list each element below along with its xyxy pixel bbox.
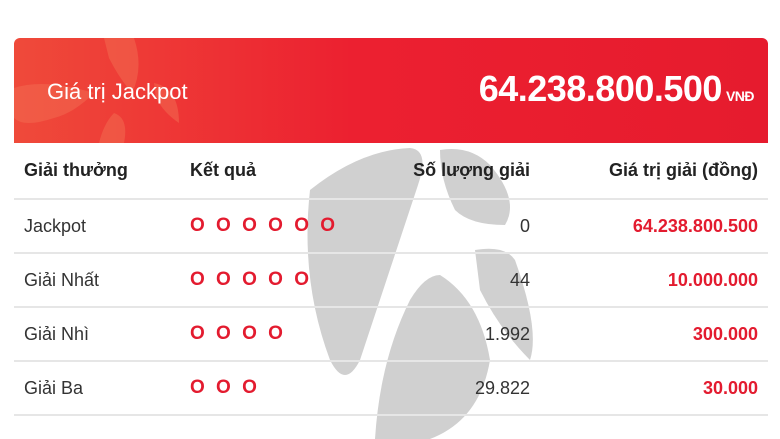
result-balls: O O O O — [180, 306, 350, 361]
prize-count: 0 — [350, 198, 540, 253]
header-count: Số lượng giải — [413, 160, 530, 180]
prize-value: 64.238.800.500 — [540, 198, 768, 253]
header-result: Kết quả — [190, 160, 257, 180]
prize-value: 300.000 — [540, 306, 768, 361]
header-value: Giá trị giải (đồng) — [609, 160, 758, 180]
result-balls: O O O — [180, 360, 350, 416]
table-header: Giải thưởng Kết quả Số lượng giải Giá tr… — [14, 143, 768, 199]
jackpot-amount: 64.238.800.500 — [478, 68, 723, 109]
header-prize: Giải thưởng — [24, 160, 128, 180]
prize-count: 29.822 — [350, 360, 540, 416]
prize-count: 44 — [350, 252, 540, 307]
prize-table: Giải thưởng Kết quả Số lượng giải Giá tr… — [14, 143, 768, 416]
prize-count: 1.992 — [350, 306, 540, 361]
table-row: Giải Ba O O O 29.822 30.000 — [14, 360, 768, 416]
prize-name: Jackpot — [14, 198, 180, 253]
table-row: Giải Nhì O O O O 1.992 300.000 — [14, 306, 768, 361]
currency-unit: VNĐ — [725, 88, 755, 104]
jackpot-value: 64.238.800.500 VNĐ — [478, 68, 755, 110]
jackpot-label: Giá trị Jackpot — [47, 79, 188, 104]
star-decoration-icon — [14, 38, 179, 143]
result-balls: O O O O O — [180, 252, 350, 307]
prize-value: 30.000 — [540, 360, 768, 416]
prize-name: Giải Nhất — [14, 252, 180, 307]
jackpot-banner: Giá trị Jackpot 64.238.800.500 VNĐ — [14, 38, 768, 143]
prize-name: Giải Ba — [14, 360, 180, 416]
prize-name: Giải Nhì — [14, 306, 180, 361]
prize-value: 10.000.000 — [540, 252, 768, 307]
result-balls: O O O O O O — [180, 198, 350, 253]
table-row: Giải Nhất O O O O O 44 10.000.000 — [14, 252, 768, 307]
table-row: Jackpot O O O O O O 0 64.238.800.500 — [14, 198, 768, 253]
